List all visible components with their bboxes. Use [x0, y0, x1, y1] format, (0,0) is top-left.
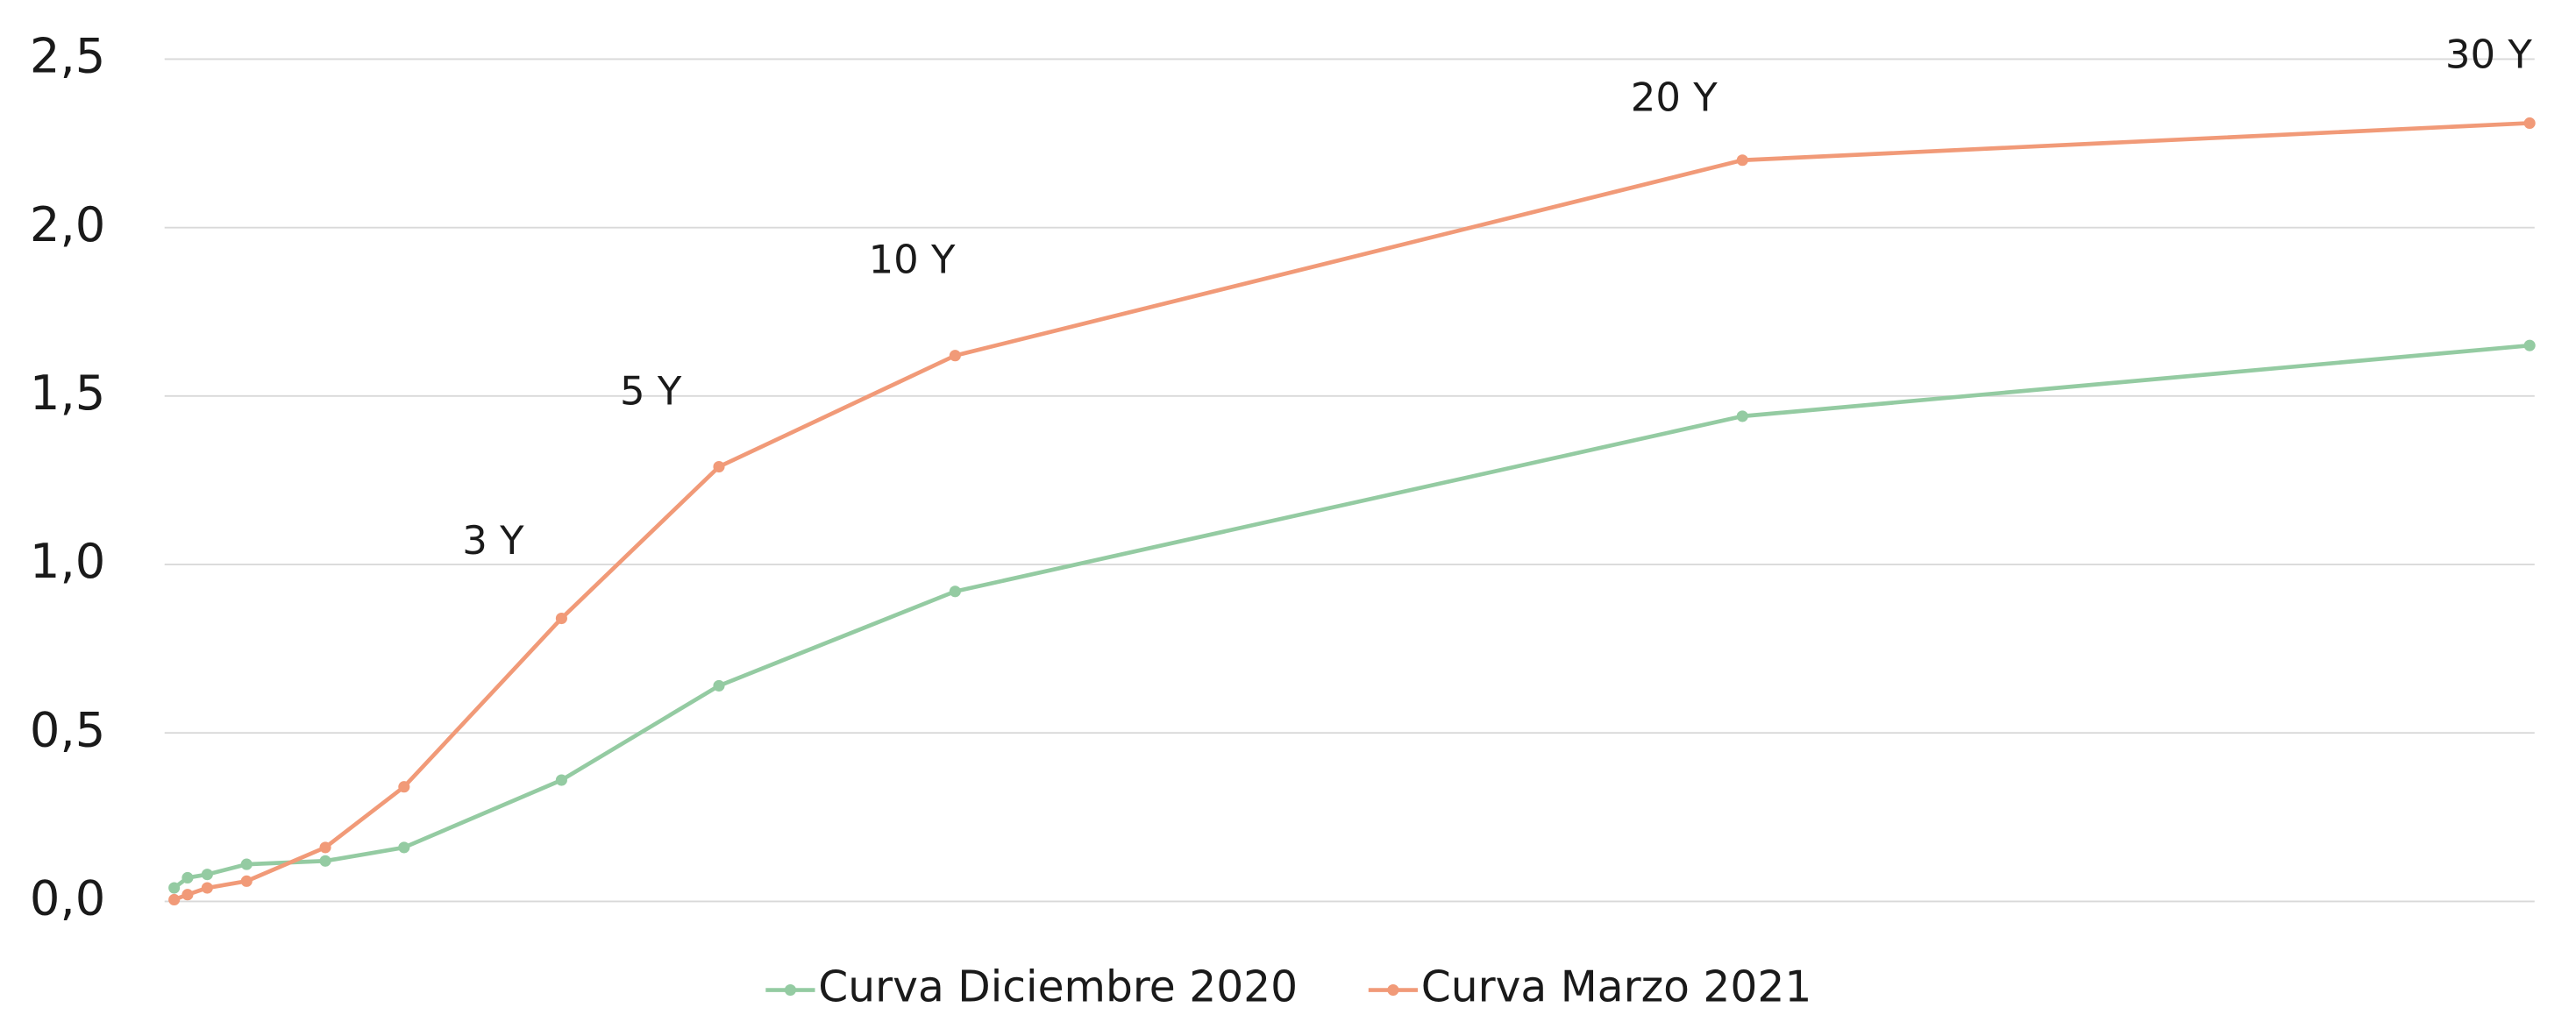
y-tick-label: 0,0: [30, 871, 105, 926]
data-point: [1736, 154, 1748, 167]
legend-label: Curva Marzo 2021: [1421, 963, 1812, 1012]
data-point: [240, 875, 253, 887]
y-tick-label: 2,5: [30, 29, 105, 84]
data-point: [181, 871, 194, 884]
legend-marker: [784, 983, 796, 997]
legend-marker: [1387, 983, 1399, 997]
y-tick-label: 0,5: [30, 702, 105, 757]
data-point: [398, 841, 410, 854]
y-tick-label: 1,5: [30, 365, 105, 421]
annotation: 20 Y: [1631, 74, 1718, 120]
data-point: [713, 679, 725, 692]
data-point: [949, 350, 961, 362]
data-point: [555, 612, 567, 625]
annotation: 3 Y: [462, 517, 524, 564]
data-point: [181, 889, 194, 901]
data-point: [201, 882, 213, 894]
data-point: [398, 781, 410, 793]
data-point: [949, 585, 961, 598]
y-tick-label: 2,0: [30, 197, 105, 252]
data-point: [1736, 410, 1748, 422]
series-line: [173, 121, 2530, 902]
series-line: [173, 343, 2530, 890]
data-point: [713, 460, 725, 473]
data-point: [319, 841, 331, 854]
data-point: [319, 855, 331, 867]
annotation: 10 Y: [869, 237, 956, 283]
data-point: [2523, 339, 2536, 351]
legend-label: Curva Diciembre 2020: [818, 963, 1298, 1012]
data-point: [168, 893, 181, 906]
data-point: [2523, 117, 2536, 130]
data-point: [168, 882, 181, 894]
annotation: 5 Y: [620, 368, 682, 415]
y-tick-label: 1,0: [30, 534, 105, 589]
data-point: [201, 869, 213, 881]
annotation: 30 Y: [2445, 32, 2532, 78]
data-point: [240, 858, 253, 870]
data-point: [555, 774, 567, 786]
